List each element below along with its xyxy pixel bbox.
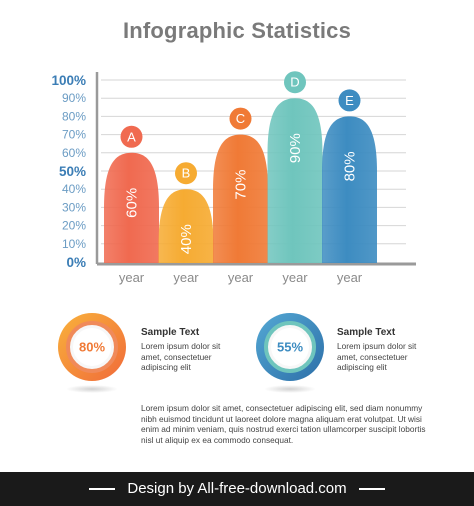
y-tick-label: 90%	[62, 91, 86, 105]
y-tick-label: 60%	[62, 146, 86, 160]
stat-title-1: Sample Text	[141, 327, 200, 338]
bar-value-label: 40%	[178, 224, 195, 254]
bar-marker-label: E	[345, 93, 354, 108]
y-tick-label: 70%	[62, 128, 86, 142]
bar-marker	[229, 107, 252, 130]
bar-value-label: 90%	[287, 133, 304, 163]
x-tick-label: year	[282, 270, 308, 285]
y-tick-label: 100%	[51, 73, 86, 88]
x-tick-label: year	[337, 270, 363, 285]
bar-marker	[120, 125, 143, 148]
stat-ring-2: 55%	[254, 311, 326, 400]
y-tick-label: 0%	[66, 255, 86, 270]
y-tick-label: 10%	[62, 237, 86, 251]
stat-title-2: Sample Text	[337, 327, 396, 338]
bar-marker-label: C	[236, 111, 245, 126]
bar-marker	[284, 71, 306, 94]
footer-credit: Design by All-free-download.com	[0, 472, 474, 506]
body-paragraph: Lorem ipsum dolor sit amet, consectetuer…	[141, 403, 426, 445]
bar-c	[213, 134, 268, 263]
footer-dash-left	[89, 488, 116, 491]
y-tick-label: 50%	[59, 164, 86, 179]
bar-d	[267, 98, 323, 263]
bar-value-label: 80%	[342, 151, 359, 181]
bar-marker-label: D	[290, 75, 299, 90]
stat-value-2: 55%	[277, 340, 303, 355]
footer-text: Design by All-free-download.com	[127, 480, 347, 497]
x-tick-label: year	[228, 270, 254, 285]
stat-ring-1: 80%	[56, 311, 128, 400]
bar-marker-label: A	[127, 129, 136, 144]
footer-dash-right	[358, 488, 385, 491]
stat-text-2: Lorem ipsum dolor sit amet, consectetuer…	[337, 341, 417, 372]
bar-b	[158, 189, 214, 263]
y-tick-label: 80%	[62, 109, 86, 123]
x-tick-label: year	[119, 270, 145, 285]
x-tick-label: year	[173, 270, 199, 285]
y-tick-label: 20%	[62, 219, 86, 233]
bar-e	[322, 116, 377, 264]
bar-marker-label: B	[182, 166, 191, 181]
page-title: Infographic Statistics	[122, 18, 352, 43]
bar-chart: A 60% B 40% C 70% D 90% E 80% 0% 10% 20% 30% 40% 50% 60…	[51, 71, 416, 285]
y-tick-label: 40%	[62, 182, 86, 196]
y-tick-label: 30%	[62, 200, 86, 214]
bar-marker	[338, 89, 361, 112]
stat-value-1: 80%	[79, 340, 105, 355]
bar-value-label: 60%	[124, 188, 141, 218]
bar-a	[104, 152, 159, 263]
bar-marker	[175, 162, 197, 185]
stat-text-1: Lorem ipsum dolor sit amet, consectetuer…	[141, 341, 221, 372]
bar-value-label: 70%	[233, 170, 250, 200]
